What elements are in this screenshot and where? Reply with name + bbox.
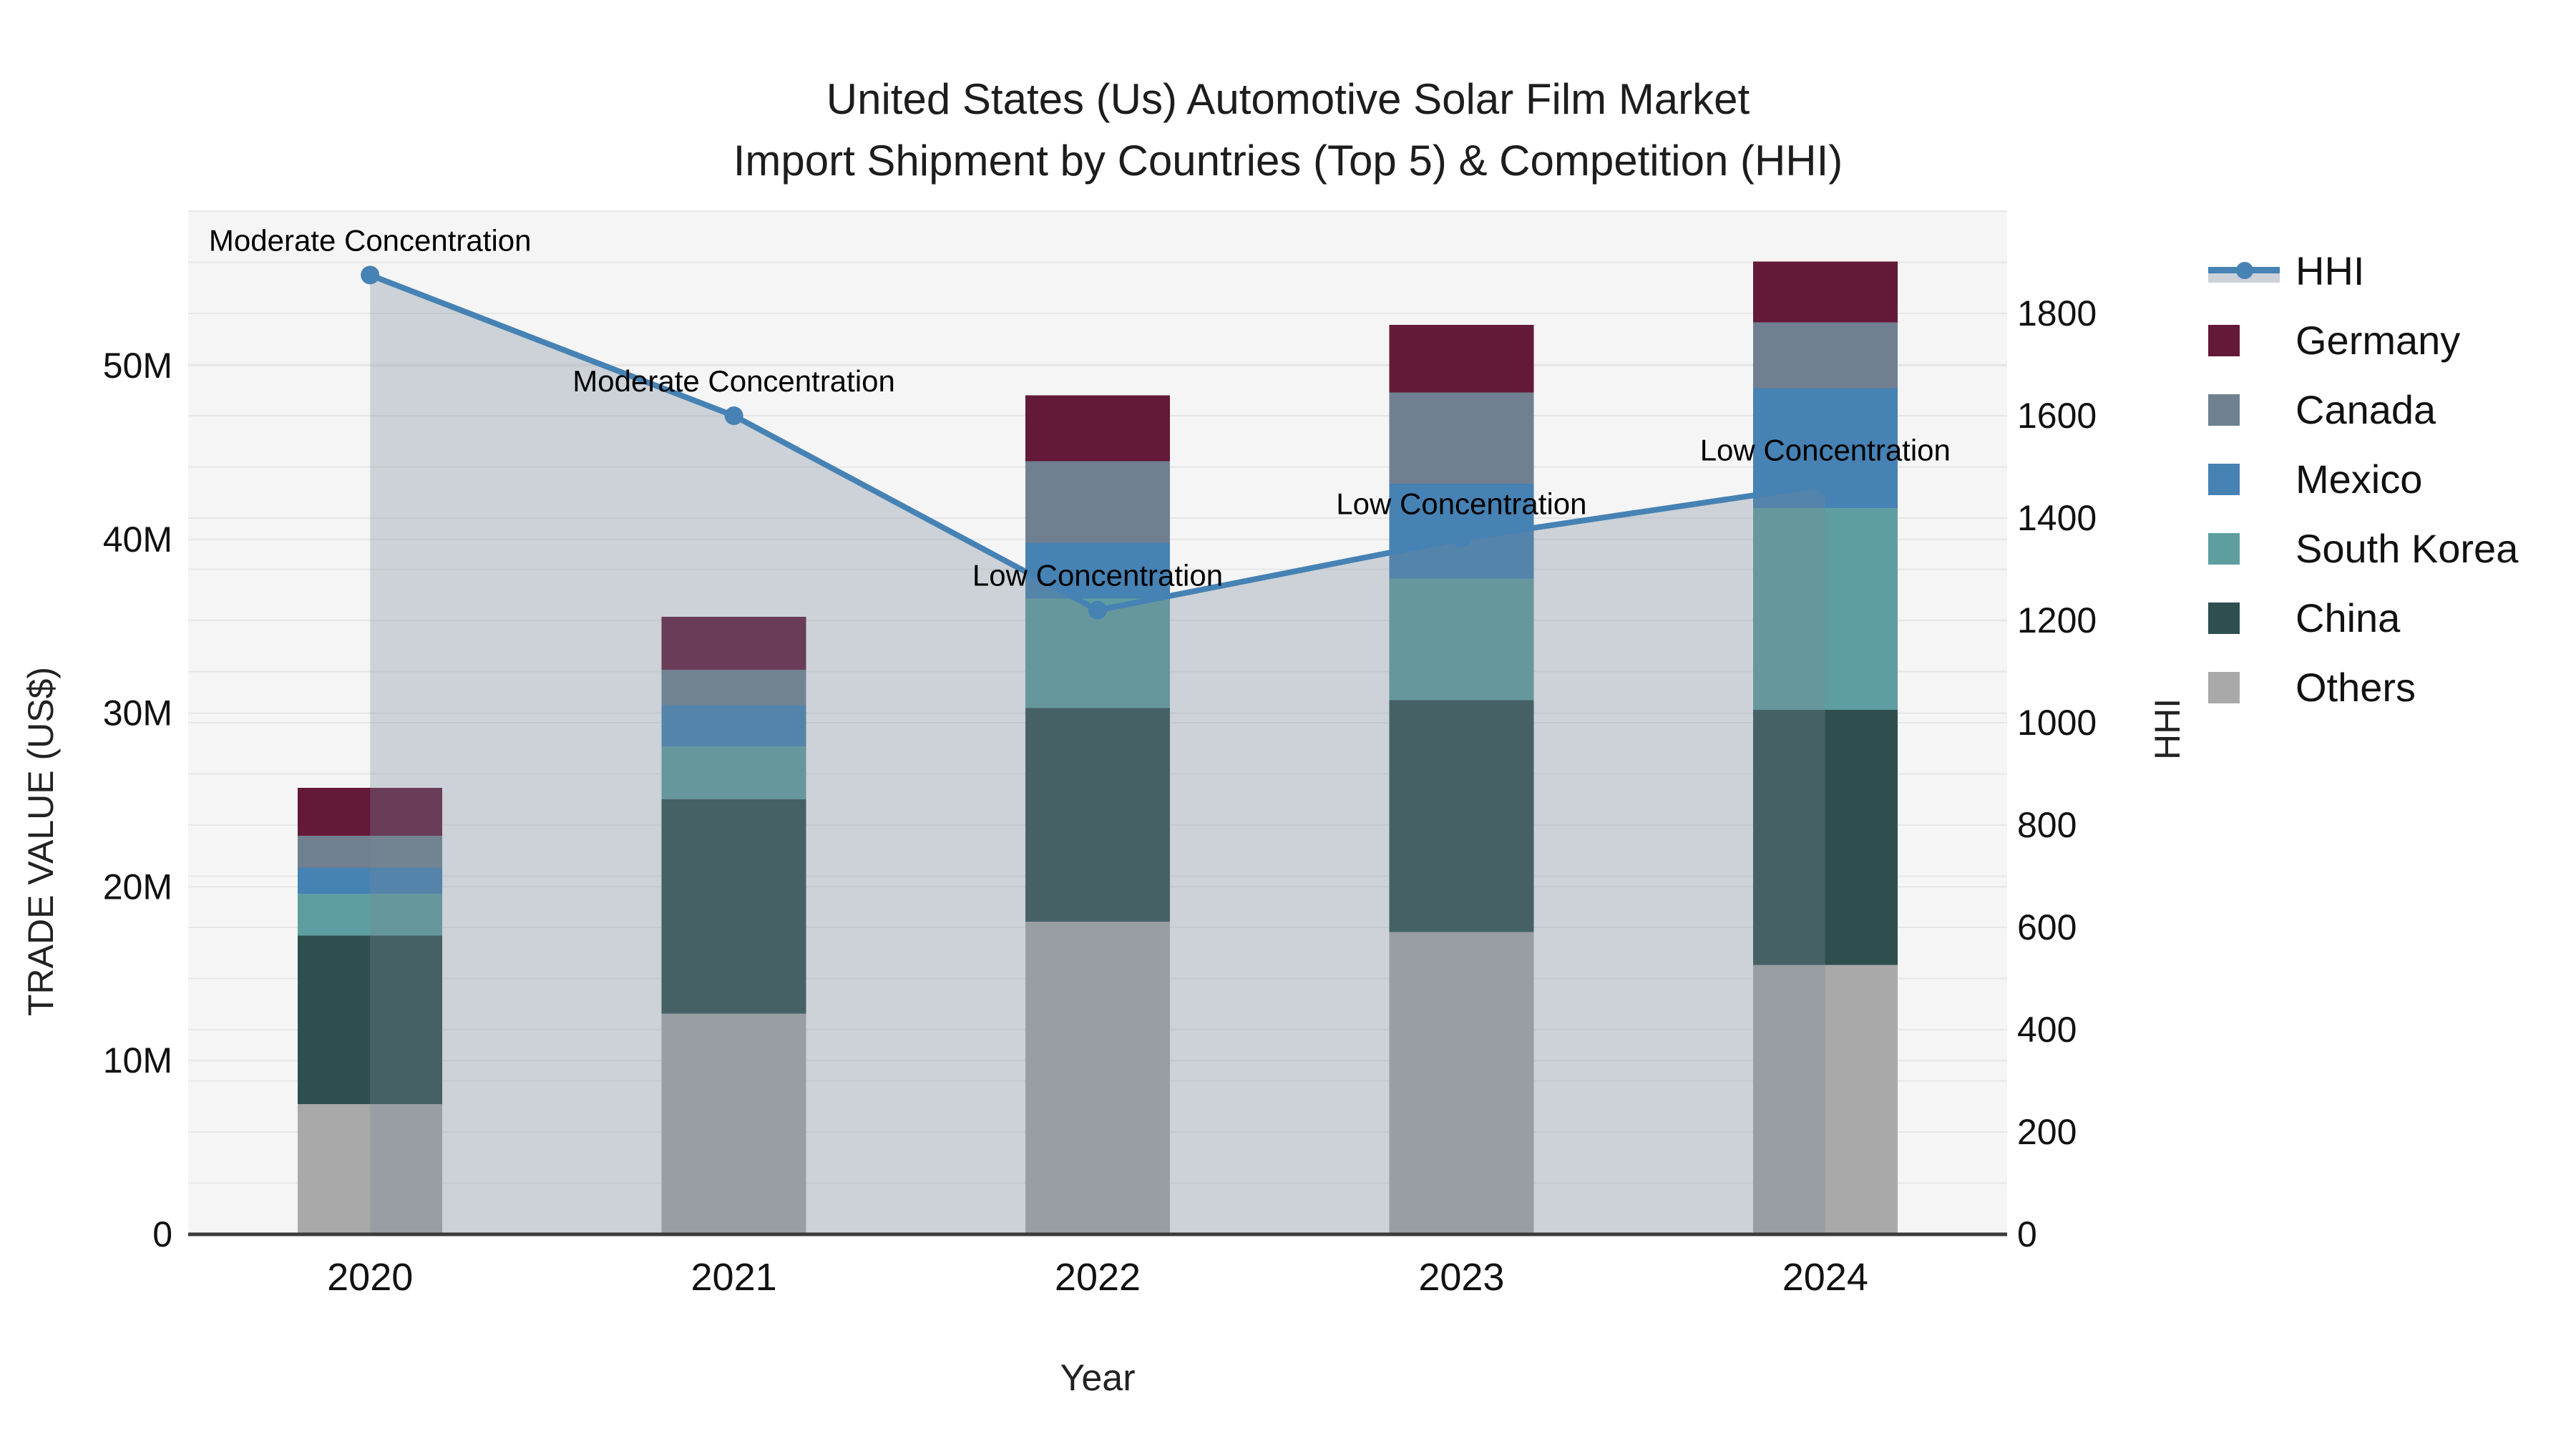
legend: HHI Germany Canada Mexico South Korea China Ot… [2208,236,2518,722]
legend-color-swatch [2208,394,2280,426]
legend-color-swatch [2208,532,2280,565]
bar-segment-2020-others [298,1103,443,1234]
hhi-annotation-2020: Moderate Concentration [209,223,532,257]
legend-item-others[interactable]: Others [2208,653,2518,722]
legend-line-glyph [2208,257,2280,286]
bar-segment-2023-others [1389,932,1534,1234]
y-right-tick-200: 200 [2017,1112,2077,1152]
bar-segment-2023-china [1389,700,1534,932]
legend-item-germany[interactable]: Germany [2208,306,2518,375]
x-tick-2022: 2022 [1055,1256,1141,1299]
hhi-marker-2023 [1452,529,1471,548]
y-right-tick-0: 0 [2017,1214,2037,1254]
bar-segment-2024-others [1752,965,1898,1234]
chart-title-line2: Import Shipment by Countries (Top 5) & C… [733,137,1843,185]
bar-segment-2020-canada [298,835,443,868]
x-axis-title: Year [1060,1357,1136,1399]
bar-segment-2021-germany [661,616,806,670]
bar-segment-2022-canada [1025,461,1170,543]
legend-label: Others [2296,665,2416,710]
hhi-marker-2024 [1815,475,1835,494]
bar-segment-2022-mexico [1025,542,1170,599]
legend-item-canada[interactable]: Canada [2208,375,2518,444]
bar-segment-2021-canada [661,669,806,706]
legend-color-swatch [2208,602,2280,634]
x-tick-2021: 2021 [691,1256,777,1299]
bar-segment-2023-canada [1389,392,1534,484]
x-tick-2024: 2024 [1782,1256,1868,1299]
y-left-tick-0: 0 [152,1214,172,1254]
hhi-annotation-2021: Moderate Concentration [572,364,895,398]
legend-line-marker [2236,261,2253,279]
legend-label: China [2296,595,2401,640]
legend-label: HHI [2296,248,2365,293]
legend-label: Canada [2296,387,2436,432]
bar-segment-2020-germany [298,788,443,836]
y-right-tick-800: 800 [2017,805,2077,845]
bar-segment-2024-china [1752,709,1898,965]
bar-segment-2020-mexico [298,867,443,894]
hhi-annotation-2024: Low Concentration [1700,434,1951,467]
hhi-marker-2021 [724,406,743,425]
legend-swatch-mexico [2208,463,2240,495]
bar-segment-2023-germany [1389,325,1534,393]
bar-segment-2024-canada [1752,322,1898,389]
legend-label: South Korea [2296,526,2519,571]
legend-swatch-china [2208,602,2240,634]
hhi-annotation-2022: Low Concentration [972,559,1223,592]
legend-item-hhi[interactable]: HHI [2208,236,2518,306]
bar-segment-2020-china [298,935,443,1104]
chart-title-line1: United States (Us) Automotive Solar Film… [826,75,1750,123]
bar-segment-2024-south-korea [1752,508,1898,710]
x-tick-2023: 2023 [1418,1256,1504,1299]
y-right-tick-1400: 1400 [2017,498,2097,538]
bar-segment-2022-germany [1025,395,1170,462]
y-right-tick-1000: 1000 [2017,703,2097,743]
bar-segment-2021-china [661,799,806,1014]
bar-segment-2021-south-korea [661,746,806,799]
legend-item-china[interactable]: China [2208,583,2518,653]
y-right-tick-1600: 1600 [2017,396,2097,436]
y-right-tick-1200: 1200 [2017,600,2097,640]
bar-segment-2022-china [1025,708,1170,922]
y-left-tick-30M: 30M [103,693,172,733]
legend-swatch-canada [2208,394,2240,426]
hhi-marker-2022 [1088,600,1107,620]
bar-segment-2021-others [661,1013,806,1234]
legend-item-mexico[interactable]: Mexico [2208,444,2518,514]
legend-color-swatch [2208,671,2280,703]
y-right-tick-600: 600 [2017,907,2077,947]
y-right-tick-1800: 1800 [2017,293,2097,333]
legend-label: Mexico [2296,457,2423,502]
legend-color-swatch [2208,463,2280,495]
hhi-annotation-2023: Low Concentration [1336,487,1586,521]
legend-swatch-south-korea [2208,532,2240,565]
bar-segment-2023-south-korea [1389,578,1534,701]
bar-segment-2020-south-korea [298,894,443,936]
bar-segment-2022-others [1025,921,1170,1234]
hhi-marker-2020 [361,265,380,285]
bar-segment-2021-mexico [661,705,806,746]
legend-swatch-others [2208,671,2240,703]
y-right-tick-400: 400 [2017,1010,2077,1050]
chart-title: United States (Us) Automotive Solar Film… [0,69,2576,192]
legend-item-south-korea[interactable]: South Korea [2208,514,2518,583]
y-left-tick-20M: 20M [103,867,172,907]
legend-label: Germany [2296,318,2461,363]
legend-color-swatch [2208,324,2280,356]
x-tick-2020: 2020 [327,1256,413,1299]
y-left-tick-40M: 40M [103,519,172,560]
legend-swatch-germany [2208,324,2240,356]
hhi-area-fill [370,275,1825,1234]
bar-segment-2024-germany [1752,261,1898,323]
y-left-tick-10M: 10M [103,1040,172,1080]
y-left-tick-50M: 50M [103,346,172,386]
